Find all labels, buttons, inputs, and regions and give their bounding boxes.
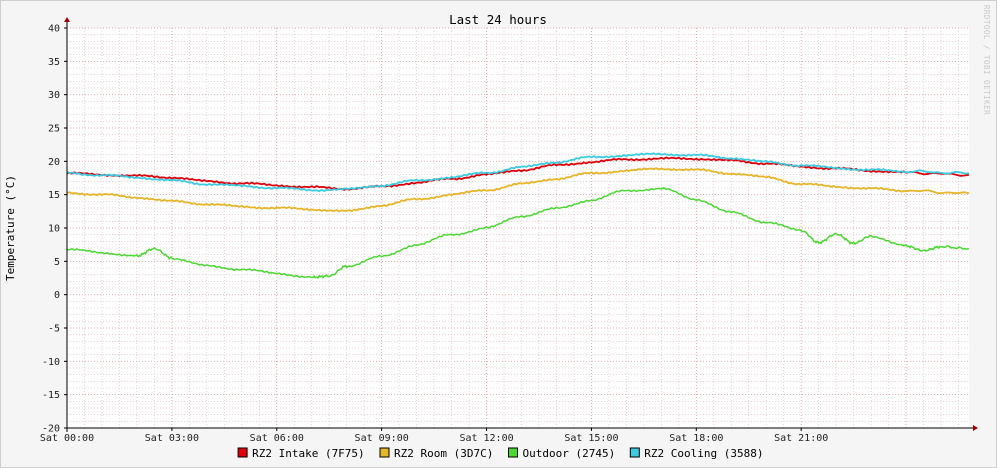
grid <box>66 27 969 429</box>
legend-swatch <box>379 447 390 458</box>
y-tick-label: 40 <box>48 24 60 35</box>
x-tick-labels: Sat 00:00 Sat 03:00 Sat 06:00 Sat 09:00 Sat … <box>40 433 828 444</box>
x-tick-label: Sat 03:00 <box>145 433 199 444</box>
y-tick-label: 15 <box>48 190 60 201</box>
y-axis-arrow-icon <box>64 17 70 22</box>
y-tick-label: 5 <box>54 257 60 268</box>
legend-swatch <box>237 447 248 458</box>
series-line <box>66 187 970 279</box>
y-tick-label: 35 <box>48 57 60 68</box>
y-tick-label: -15 <box>42 390 60 401</box>
y-tick-label: 25 <box>48 124 60 135</box>
axes <box>64 17 978 432</box>
y-tick-label: -5 <box>48 324 60 335</box>
legend: RZ2 Intake (7F75) RZ2 Room (3D7C) Outdoor … <box>237 447 764 460</box>
series-line <box>66 167 970 213</box>
legend-label: RZ2 Cooling (3588) <box>644 447 763 460</box>
x-tick-label: Sat 09:00 <box>355 433 409 444</box>
x-tick-label: Sat 18:00 <box>669 433 723 444</box>
x-tick-label: Sat 06:00 <box>250 433 304 444</box>
legend-swatch <box>508 447 518 458</box>
x-tick-label: Sat 00:00 <box>40 433 94 444</box>
y-tick-labels: 40 35 30 25 20 15 10 5 0 -5 -10 -15 -20 <box>42 24 60 435</box>
y-tick-label: 10 <box>48 224 60 235</box>
legend-label: RZ2 Intake (7F75) <box>252 447 365 460</box>
y-tick-label: 30 <box>48 90 60 101</box>
legend-label: Outdoor (2745) <box>523 447 616 460</box>
x-tick-label: Sat 15:00 <box>564 433 618 444</box>
series-line <box>66 152 970 193</box>
legend-swatch <box>629 447 640 458</box>
watermark: RRDTOOL / TOBI OETIKER <box>982 5 991 115</box>
series-lines <box>66 152 970 279</box>
y-tick-label: 0 <box>54 290 60 301</box>
y-tick-label: -20 <box>42 424 60 435</box>
x-tick-label: Sat 21:00 <box>774 433 828 444</box>
y-axis-label: Temperature (°C) <box>4 175 17 281</box>
x-axis-arrow-icon <box>973 425 978 431</box>
x-tick-label: Sat 12:00 <box>459 433 513 444</box>
y-tick-label: 20 <box>48 157 60 168</box>
legend-label: RZ2 Room (3D7C) <box>394 447 493 460</box>
chart-title: Last 24 hours <box>449 12 547 27</box>
y-tick-label: -10 <box>42 357 60 368</box>
